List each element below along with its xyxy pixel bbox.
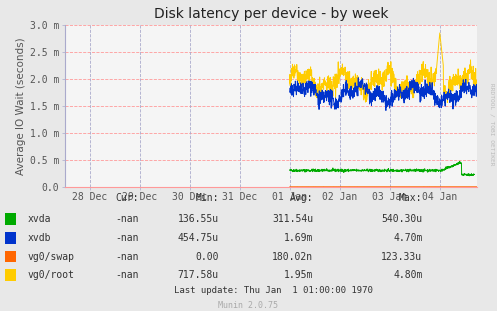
Text: Cur:: Cur: (116, 193, 139, 202)
Text: vg0/swap: vg0/swap (27, 252, 75, 262)
Y-axis label: Average IO Wait (seconds): Average IO Wait (seconds) (15, 37, 25, 174)
Text: 540.30u: 540.30u (381, 214, 422, 224)
Text: 454.75u: 454.75u (177, 233, 219, 243)
Text: 1.69m: 1.69m (284, 233, 313, 243)
Text: Min:: Min: (195, 193, 219, 202)
Text: 311.54u: 311.54u (272, 214, 313, 224)
Text: -nan: -nan (116, 233, 139, 243)
Text: 136.55u: 136.55u (177, 214, 219, 224)
Text: 123.33u: 123.33u (381, 252, 422, 262)
Text: Last update: Thu Jan  1 01:00:00 1970: Last update: Thu Jan 1 01:00:00 1970 (174, 286, 373, 295)
Text: Munin 2.0.75: Munin 2.0.75 (219, 301, 278, 310)
Text: 717.58u: 717.58u (177, 270, 219, 280)
Title: Disk latency per device - by week: Disk latency per device - by week (154, 7, 388, 21)
Text: -nan: -nan (116, 252, 139, 262)
Text: xvdb: xvdb (27, 233, 51, 243)
Text: Avg:: Avg: (290, 193, 313, 202)
Text: 180.02n: 180.02n (272, 252, 313, 262)
Text: vg0/root: vg0/root (27, 270, 75, 280)
Text: 0.00: 0.00 (195, 252, 219, 262)
Text: -nan: -nan (116, 270, 139, 280)
Text: RRDTOOL / TOBI OETIKER: RRDTOOL / TOBI OETIKER (490, 83, 495, 166)
Text: 4.70m: 4.70m (393, 233, 422, 243)
Text: 1.95m: 1.95m (284, 270, 313, 280)
Text: xvda: xvda (27, 214, 51, 224)
Text: 4.80m: 4.80m (393, 270, 422, 280)
Text: -nan: -nan (116, 214, 139, 224)
Text: Max:: Max: (399, 193, 422, 202)
